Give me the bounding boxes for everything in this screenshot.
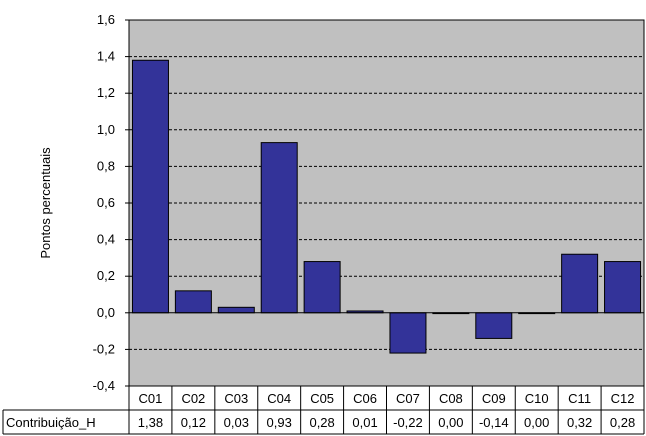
category-label: C09 <box>482 391 506 406</box>
data-table: Contribuição_H C01 1,38 C02 0,12 C03 0,03 C04 0,… <box>2 385 645 435</box>
category-label: C07 <box>396 391 420 406</box>
y-axis-label: Pontos percentuais <box>38 147 53 259</box>
y-tick-label: 1,4 <box>97 49 115 64</box>
bar <box>303 261 341 314</box>
bar <box>217 306 255 314</box>
category-label: C05 <box>310 391 334 406</box>
y-tick-label: -0,4 <box>93 378 115 393</box>
bar <box>389 312 427 354</box>
bars <box>131 59 642 354</box>
data-label: 0,03 <box>224 415 249 430</box>
y-tick-label: 0,2 <box>97 268 115 283</box>
category-label: C06 <box>353 391 377 406</box>
y-tick-label: 0,6 <box>97 195 115 210</box>
data-label: 0,28 <box>309 415 334 430</box>
bar <box>604 261 642 314</box>
category-label: C04 <box>267 391 291 406</box>
bar <box>475 312 513 339</box>
y-tick-label: 0,4 <box>97 232 115 247</box>
category-label: C12 <box>611 391 635 406</box>
y-tick-label: 0,8 <box>97 158 115 173</box>
bar <box>260 142 298 314</box>
category-label: C03 <box>224 391 248 406</box>
y-tick-label: -0,2 <box>93 341 115 356</box>
bar <box>174 290 212 314</box>
bar <box>561 253 599 314</box>
data-label: 0,12 <box>181 415 206 430</box>
data-label: 0,32 <box>567 415 592 430</box>
y-tick-label: 1,2 <box>97 85 115 100</box>
data-label: -0,14 <box>479 415 509 430</box>
data-label: 1,38 <box>138 415 163 430</box>
category-label: C10 <box>525 391 549 406</box>
gridlines <box>125 19 644 387</box>
y-tick-label: 1,6 <box>97 12 115 27</box>
bar <box>131 59 169 314</box>
data-label: 0,28 <box>610 415 635 430</box>
y-tick-label: 0,0 <box>97 305 115 320</box>
category-label: C08 <box>439 391 463 406</box>
data-label: 0,01 <box>352 415 377 430</box>
data-label: 0,93 <box>267 415 292 430</box>
y-tick-label: 1,0 <box>97 122 115 137</box>
category-label: C11 <box>568 391 591 406</box>
data-label: 0,00 <box>524 415 549 430</box>
category-label: C01 <box>139 391 163 406</box>
category-label: C02 <box>181 391 205 406</box>
y-tick-labels: 1,6 1,4 1,2 1,0 0,8 0,6 0,4 0,2 0,0 -0,2 -0,4 <box>93 12 115 393</box>
data-label: -0,22 <box>393 415 423 430</box>
data-label: 0,00 <box>438 415 463 430</box>
series-name: Contribuição_H <box>6 415 96 430</box>
